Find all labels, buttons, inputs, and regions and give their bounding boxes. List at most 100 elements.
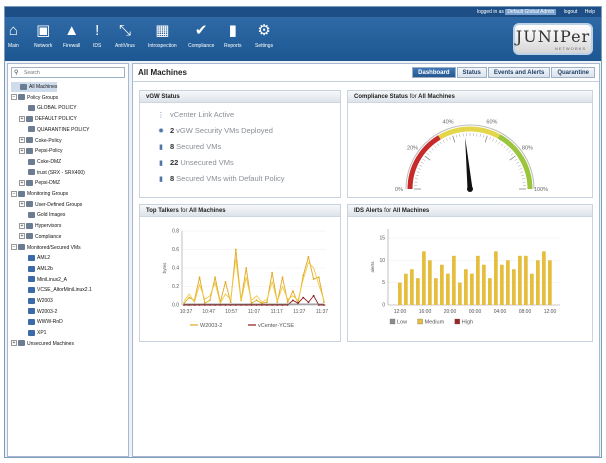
expand-icon[interactable]: + xyxy=(19,222,25,229)
nav-network[interactable]: ▣ Network xyxy=(34,21,52,49)
gauge-tick xyxy=(455,134,458,138)
gauge-tick xyxy=(436,143,440,147)
tree-item-label: Coke-Policy xyxy=(35,137,62,144)
help-link[interactable]: Help xyxy=(584,9,595,15)
filter-icon[interactable]: ⚲ xyxy=(14,70,19,76)
nav-settings[interactable]: ⚙ Settings xyxy=(255,21,273,49)
nav-ids[interactable]: ! IDS xyxy=(93,21,101,49)
gauge-tick xyxy=(510,153,514,156)
expand-icon[interactable]: + xyxy=(19,115,25,122)
gauge-tick xyxy=(439,141,442,145)
tree-item[interactable]: + Hypervisors xyxy=(19,221,61,231)
top-talkers-chart: 0.0 0.2 0.4 0.6 0.8 bytes 10:37 10:47 10:57 11:07… xyxy=(162,229,328,330)
gauge-tick xyxy=(452,135,456,143)
nav-introspection[interactable]: ▦ Introspection xyxy=(148,21,177,49)
ids-bar xyxy=(488,278,492,305)
vgw-status-title: vGW Status xyxy=(140,91,340,103)
tree-item[interactable]: XP1 xyxy=(19,328,46,338)
ids-bar xyxy=(422,251,426,305)
logo-subtext: NETWORKS xyxy=(554,46,586,51)
y-tick-label: 0.4 xyxy=(172,266,179,272)
gauge-tick xyxy=(426,153,430,156)
tree-item[interactable]: + Compliance xyxy=(19,232,61,242)
expand-icon[interactable]: + xyxy=(19,233,25,240)
tab-events-and-alerts[interactable]: Events and Alerts xyxy=(487,67,551,78)
tree-item[interactable]: All Machines xyxy=(11,82,58,92)
x-tick-label: 20:00 xyxy=(444,309,457,315)
tree-item[interactable]: VCSE_AltorMiniLinux2.1 xyxy=(19,285,92,295)
tab-status[interactable]: Status xyxy=(456,67,487,78)
y-tick-label: 0.0 xyxy=(172,303,179,309)
firewall-icon: ▲ xyxy=(64,22,80,39)
tree-item[interactable]: + DEFAULT POLICY xyxy=(19,114,77,124)
machine-group-icon xyxy=(18,340,25,347)
vm-icon xyxy=(28,329,35,336)
tree-item[interactable]: GLOBAL POLICY xyxy=(19,103,77,113)
y-tick-label: 0.2 xyxy=(172,284,179,290)
tree-item[interactable]: − Monitored/Secured VMs xyxy=(11,243,81,253)
tree-item-label: trust (SRX - SRX400) xyxy=(37,169,85,176)
data-point xyxy=(317,304,320,306)
ids-bar xyxy=(506,260,510,305)
tree-item[interactable]: − Policy Groups xyxy=(11,93,58,103)
nav-label: AntiVirus xyxy=(115,43,135,49)
vm-icon xyxy=(28,319,35,326)
vgw-text: Secured VMs with Default Policy xyxy=(176,174,285,183)
tree-item[interactable]: − Monitoring Groups xyxy=(11,189,68,199)
ids-bar xyxy=(548,260,552,305)
tree-item[interactable]: AML2b xyxy=(19,264,53,274)
tree-item[interactable]: + Coke-Policy xyxy=(19,136,62,146)
nav-compliance[interactable]: ✔ Compliance xyxy=(188,21,214,49)
tree-item[interactable]: + Pepsi-DMZ xyxy=(19,178,60,188)
collapse-icon[interactable]: − xyxy=(11,244,17,251)
tree-item[interactable]: MiniLinux2_A xyxy=(19,275,67,285)
tree-item[interactable]: W2003 xyxy=(19,296,53,306)
legend-label: W2003-2 xyxy=(200,323,222,329)
nav-antivirus[interactable]: ⤡ AntiVirus xyxy=(115,21,135,49)
gauge-tick xyxy=(519,168,523,170)
tree-item[interactable]: AML2 xyxy=(19,253,50,263)
gauge-tick xyxy=(500,143,504,147)
tree-item[interactable]: W2003-2 xyxy=(19,307,57,317)
tree-item[interactable]: Coke-DMZ xyxy=(19,157,61,167)
data-point xyxy=(281,276,284,279)
expand-icon[interactable]: + xyxy=(19,179,25,186)
default-policy-vm-icon: ▮ xyxy=(159,176,163,183)
search-box: ⚲ xyxy=(11,67,125,78)
vm-icon xyxy=(28,286,35,293)
logout-link[interactable]: logout xyxy=(563,9,578,15)
gear-icon: ⚙ xyxy=(257,22,271,39)
tab-quarantine[interactable]: Quarantine xyxy=(551,67,595,78)
tab-dashboard[interactable]: Dashboard xyxy=(412,67,456,78)
expand-icon[interactable]: + xyxy=(19,147,25,154)
data-point xyxy=(198,276,201,279)
nav-reports[interactable]: ▮ Reports xyxy=(224,21,242,49)
tree-item[interactable]: Gold Images xyxy=(19,210,65,220)
tree-item-label: Hypervisors xyxy=(35,223,62,230)
data-point xyxy=(297,302,299,305)
nav-label: Network xyxy=(34,43,53,49)
introspection-icon: ▦ xyxy=(155,22,170,39)
gauge-tick xyxy=(434,145,437,149)
tree-item[interactable]: WWW-RnD xyxy=(19,317,63,327)
gauge-tick xyxy=(495,139,498,143)
expand-icon[interactable]: + xyxy=(11,340,17,347)
expand-icon[interactable]: + xyxy=(19,137,25,144)
expand-icon[interactable]: + xyxy=(19,201,25,208)
search-input[interactable] xyxy=(24,68,124,77)
data-point xyxy=(312,278,315,280)
collapse-icon[interactable]: − xyxy=(11,94,17,101)
tree-item[interactable]: trust (SRX - SRX400) xyxy=(19,168,85,178)
data-point xyxy=(188,304,191,306)
data-point xyxy=(302,274,305,277)
data-point xyxy=(281,304,284,306)
tree-item[interactable]: + Unsecured Machines xyxy=(11,339,74,349)
tree-item[interactable]: + Pepsi-Policy xyxy=(19,146,63,156)
nav-main[interactable]: ⌂ Main xyxy=(8,21,19,49)
nav-firewall[interactable]: ▲ Firewall xyxy=(63,21,80,49)
tree-item[interactable]: QUARANTINE POLICY xyxy=(19,125,90,135)
collapse-icon[interactable]: − xyxy=(11,190,17,197)
tree-item[interactable]: + User-Defined Groups xyxy=(19,200,82,210)
ids-bar xyxy=(494,251,498,305)
machine-group-icon xyxy=(26,222,33,229)
